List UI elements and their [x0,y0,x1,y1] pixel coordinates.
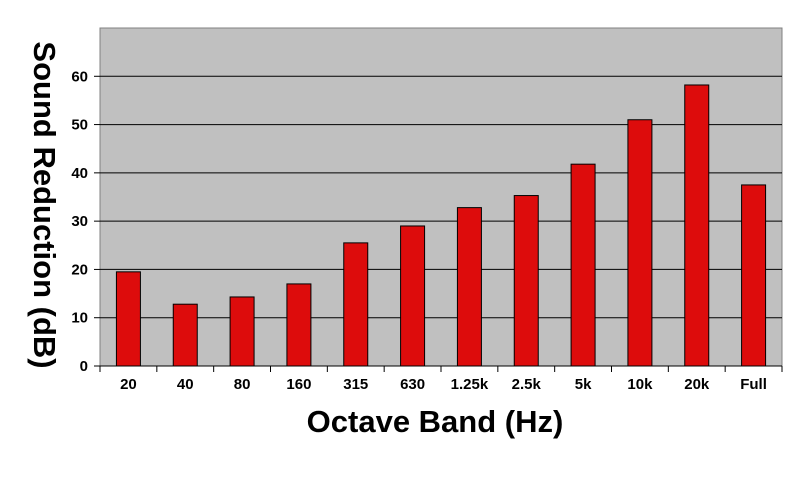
x-tick-label: 10k [627,376,653,393]
x-tick-label: 20k [684,376,710,393]
x-tick-label: 80 [234,376,251,393]
x-tick-label: 315 [343,376,368,393]
gridlines [100,75,782,319]
x-tick-label: 2.5k [512,376,542,393]
bar-630 [400,225,426,367]
y-tick-label: 0 [80,358,88,375]
y-tick-label: 40 [71,165,88,182]
bar-1.25k [456,207,482,367]
bar-10k [627,119,653,367]
bar-20k [684,84,710,367]
x-tick-label: 20 [120,376,137,393]
bar-160 [286,283,312,367]
bar-20 [115,271,141,367]
bar-315 [343,242,369,367]
bar-Full [741,184,767,367]
bar-80 [229,296,255,367]
x-tick-label: 160 [286,376,311,393]
plot-area [99,27,783,367]
x-tick-label: 40 [177,376,194,393]
x-axis-ticks: 20 40 80 160 315 630 1.25k 2.5k 5k 10k 20k Full [99,366,783,393]
x-tick-label: Full [740,376,767,393]
y-axis-ticks: 0 10 20 30 40 50 60 [71,68,100,375]
x-axis-title: Octave Band (Hz) [307,404,564,439]
y-tick-label: 60 [71,68,88,85]
y-axis-title: Sound Reduction (dB) [27,41,62,368]
y-tick-label: 20 [71,261,88,278]
bars [115,84,767,367]
x-tick-label: 1.25k [451,376,489,393]
y-tick-label: 10 [71,310,88,327]
bar-2.5k [513,195,539,367]
bar-5k [570,163,596,367]
y-tick-label: 50 [71,117,88,134]
y-tick-label: 30 [71,213,88,230]
x-tick-label: 5k [575,376,592,393]
bar-40 [172,303,198,367]
x-tick-label: 630 [400,376,425,393]
